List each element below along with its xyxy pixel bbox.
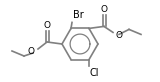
Text: Br: Br (73, 10, 84, 20)
Text: O: O (44, 21, 51, 30)
Text: O: O (116, 31, 123, 40)
Text: O: O (100, 5, 108, 14)
Text: O: O (28, 47, 35, 56)
Text: Cl: Cl (90, 68, 100, 78)
